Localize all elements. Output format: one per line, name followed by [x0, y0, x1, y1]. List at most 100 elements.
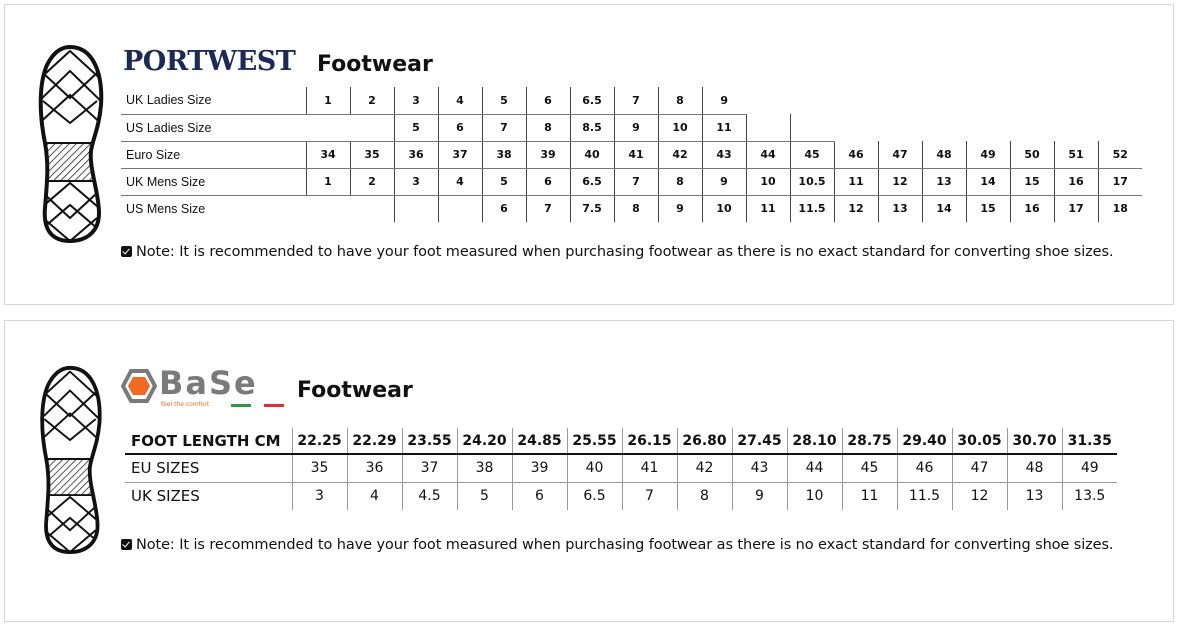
size-cell: 49	[1061, 454, 1117, 483]
foot-length-cell: 27.45	[731, 428, 787, 455]
size-cell: 41	[621, 454, 677, 483]
base-logo: BaSe feel the comfort	[121, 367, 286, 411]
size-cell: 11	[833, 168, 878, 196]
size-cell: 35	[291, 454, 347, 483]
size-cell: 9	[701, 168, 746, 196]
size-cell: 6.5	[569, 168, 614, 196]
size-cell: 43	[701, 141, 746, 169]
size-cell: 44	[786, 454, 842, 483]
size-cell: 47	[951, 454, 1007, 483]
size-cell: 5	[393, 114, 438, 142]
foot-length-cell: 24.20	[456, 428, 512, 455]
size-cell: 7.5	[569, 195, 614, 222]
size-cell: 12	[951, 482, 1007, 510]
note-text: Note: It is recommended to have your foo…	[136, 537, 1114, 553]
table-row: US Mens Size 6 7 7.5 8 9 10 11 11.5 12 13 14 15 16 17 1…	[121, 195, 1142, 222]
size-cell	[789, 114, 834, 142]
size-cell: 6	[525, 168, 570, 196]
row-label: FOOT LENGTH CM	[125, 428, 292, 455]
size-cell: 44	[745, 141, 790, 169]
flag-stripe-green	[231, 404, 251, 407]
size-cell: 46	[833, 141, 878, 169]
size-cell	[745, 114, 790, 142]
size-cell: 6	[511, 482, 567, 510]
size-cell: 47	[877, 141, 922, 169]
size-cell: 46	[896, 454, 952, 483]
size-cell: 35	[349, 141, 394, 169]
row-label: UK SIZES	[131, 487, 200, 506]
size-cell: 10	[701, 195, 746, 222]
size-cell: 2	[349, 87, 394, 115]
size-cell: 16	[1009, 195, 1054, 222]
size-cell: 2	[349, 168, 394, 196]
table-row: UK Ladies Size 1 2 3 4 5 6 6.5 7 8 9	[121, 87, 1142, 115]
size-cell: 5	[481, 87, 526, 115]
foot-length-cell: 22.25	[291, 428, 347, 455]
size-cell: 4	[346, 482, 402, 510]
size-cell	[350, 195, 394, 222]
size-cell: 7	[613, 168, 658, 196]
row-label: US Ladies Size	[121, 114, 306, 142]
size-cell: 42	[657, 141, 702, 169]
table-row: US Ladies Size 5 6 7 8 8.5 9 10 11	[121, 114, 1142, 142]
size-cell: 10	[786, 482, 842, 510]
size-cell: 11.5	[789, 195, 834, 222]
size-cell: 5	[456, 482, 512, 510]
note-text: Note: It is recommended to have your foo…	[136, 244, 1114, 260]
size-cell: 12	[877, 168, 922, 196]
size-cell: 34	[305, 141, 350, 169]
size-cell: 11.5	[896, 482, 952, 510]
size-cell: 6	[481, 195, 526, 222]
size-cell: 1	[305, 87, 350, 115]
size-cell: 1	[305, 168, 350, 196]
size-cell: 42	[676, 454, 732, 483]
size-cell: 11	[841, 482, 897, 510]
size-cell: 10	[657, 114, 702, 142]
shoe-sole-icon	[40, 365, 102, 554]
size-cell	[306, 114, 350, 142]
size-cell: 48	[921, 141, 966, 169]
table-header-row: FOOT LENGTH CM 22.25 22.29 23.55 24.20 24.85 2…	[125, 428, 1117, 455]
row-label: UK Ladies Size	[121, 87, 306, 115]
size-cell: 17	[1097, 168, 1142, 196]
size-cell: 36	[393, 141, 438, 169]
size-cell: 38	[456, 454, 512, 483]
foot-length-cell: 24.85	[511, 428, 567, 455]
foot-length-cell: 29.40	[896, 428, 952, 455]
size-cell: 4	[437, 168, 482, 196]
portwest-size-table: UK Ladies Size 1 2 3 4 5 6 6.5 7 8 9 US Ladies Size…	[121, 87, 1142, 222]
flag-stripe-red	[264, 404, 284, 407]
table-row: UK Mens Size 1 2 3 4 5 6 6.5 7 8 9 10 10.5 11 12 13 14 15…	[121, 168, 1142, 196]
foot-length-cell: 26.80	[676, 428, 732, 455]
table-row: Euro Size 34 35 36 37 38 39 40 41 42 43 44 45 46 47 48 4…	[121, 141, 1142, 169]
row-label: EU SIZES	[125, 454, 292, 483]
size-cell: 14	[965, 168, 1010, 196]
foot-length-cell: 25.55	[566, 428, 622, 455]
size-cell: 10.5	[789, 168, 834, 196]
size-cell: 3	[291, 482, 347, 510]
size-cell: 8	[525, 114, 570, 142]
base-note: Note: It is recommended to have your foo…	[121, 536, 1114, 554]
size-cell: 7	[525, 195, 570, 222]
size-cell: 8	[613, 195, 658, 222]
size-cell: 51	[1053, 141, 1098, 169]
size-cell: 6	[525, 87, 570, 115]
size-cell: 6.5	[569, 87, 614, 115]
size-cell: 10	[745, 168, 790, 196]
foot-length-cell: 28.10	[786, 428, 842, 455]
base-title: Footwear	[297, 378, 413, 403]
checkbox-icon	[121, 539, 132, 550]
foot-length-cell: 30.05	[951, 428, 1007, 455]
size-cell: 8.5	[569, 114, 614, 142]
size-cell: 9	[731, 482, 787, 510]
size-cell: 8	[657, 168, 702, 196]
size-cell: 13	[1006, 482, 1062, 510]
portwest-title: Footwear	[317, 52, 433, 77]
size-cell: 15	[965, 195, 1010, 222]
size-cell: 48	[1006, 454, 1062, 483]
base-hexagon-icon	[121, 369, 157, 403]
size-cell: 3	[393, 87, 438, 115]
size-cell: 39	[511, 454, 567, 483]
portwest-note: Note: It is recommended to have your foo…	[121, 243, 1114, 261]
size-cell: 13.5	[1061, 482, 1117, 510]
